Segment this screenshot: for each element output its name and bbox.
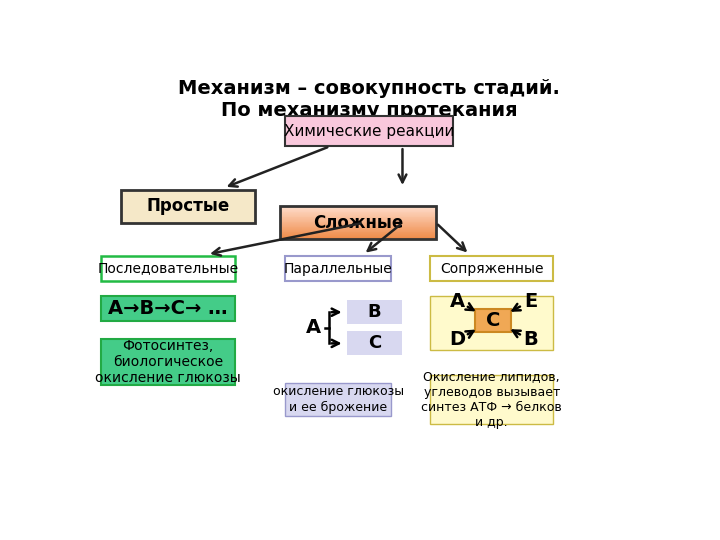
FancyBboxPatch shape: [279, 219, 436, 220]
FancyBboxPatch shape: [347, 300, 402, 324]
FancyBboxPatch shape: [279, 215, 436, 216]
FancyBboxPatch shape: [279, 222, 436, 224]
Text: D: D: [449, 330, 465, 349]
FancyBboxPatch shape: [279, 216, 436, 217]
FancyBboxPatch shape: [279, 208, 436, 210]
FancyBboxPatch shape: [347, 332, 402, 355]
FancyBboxPatch shape: [279, 227, 436, 228]
FancyBboxPatch shape: [279, 233, 436, 234]
FancyBboxPatch shape: [279, 235, 436, 237]
FancyBboxPatch shape: [279, 234, 436, 235]
FancyBboxPatch shape: [101, 256, 235, 281]
Text: Простые: Простые: [146, 197, 229, 215]
Text: E: E: [524, 292, 537, 311]
FancyBboxPatch shape: [285, 116, 453, 146]
FancyBboxPatch shape: [279, 238, 436, 239]
FancyBboxPatch shape: [279, 232, 436, 233]
Text: A: A: [449, 292, 464, 311]
FancyBboxPatch shape: [279, 231, 436, 232]
FancyBboxPatch shape: [431, 256, 553, 281]
FancyBboxPatch shape: [279, 206, 436, 207]
FancyBboxPatch shape: [279, 224, 436, 225]
Text: A: A: [305, 318, 321, 337]
FancyBboxPatch shape: [279, 210, 436, 211]
FancyBboxPatch shape: [279, 220, 436, 221]
FancyBboxPatch shape: [279, 230, 436, 231]
FancyBboxPatch shape: [279, 218, 436, 219]
FancyBboxPatch shape: [279, 237, 436, 238]
FancyBboxPatch shape: [279, 211, 436, 212]
FancyBboxPatch shape: [279, 221, 436, 223]
FancyBboxPatch shape: [279, 214, 436, 215]
FancyBboxPatch shape: [431, 295, 553, 349]
FancyBboxPatch shape: [279, 229, 436, 230]
FancyBboxPatch shape: [431, 375, 553, 424]
FancyBboxPatch shape: [279, 218, 436, 219]
FancyBboxPatch shape: [101, 295, 235, 321]
FancyBboxPatch shape: [121, 190, 255, 223]
FancyBboxPatch shape: [279, 223, 436, 225]
Text: Окисление липидов,
углеводов вызывает
синтез АТФ → белков
и др.: Окисление липидов, углеводов вызывает си…: [421, 370, 562, 429]
Text: C: C: [368, 334, 381, 353]
FancyBboxPatch shape: [279, 225, 436, 226]
FancyBboxPatch shape: [279, 212, 436, 214]
Text: C: C: [486, 311, 500, 330]
FancyBboxPatch shape: [285, 383, 392, 416]
FancyBboxPatch shape: [279, 228, 436, 230]
FancyBboxPatch shape: [279, 226, 436, 227]
FancyBboxPatch shape: [279, 212, 436, 213]
FancyBboxPatch shape: [279, 227, 436, 228]
Text: окисление глюкозы
и ее брожение: окисление глюкозы и ее брожение: [273, 386, 404, 414]
FancyBboxPatch shape: [279, 221, 436, 222]
Text: Фотосинтез,
биологическое
окисление глюкозы: Фотосинтез, биологическое окисление глюк…: [95, 339, 241, 386]
FancyBboxPatch shape: [285, 256, 392, 281]
FancyBboxPatch shape: [279, 238, 436, 239]
FancyBboxPatch shape: [279, 235, 436, 236]
Text: Сопряженные: Сопряженные: [440, 261, 544, 275]
Text: Механизм – совокупность стадий.
По механизму протекания: Механизм – совокупность стадий. По механ…: [178, 79, 560, 120]
Text: Сложные: Сложные: [312, 214, 403, 232]
Text: B: B: [368, 303, 382, 321]
FancyBboxPatch shape: [474, 309, 511, 332]
FancyBboxPatch shape: [101, 339, 235, 385]
FancyBboxPatch shape: [279, 209, 436, 210]
FancyBboxPatch shape: [279, 217, 436, 218]
FancyBboxPatch shape: [279, 213, 436, 214]
Text: Последовательные: Последовательные: [97, 261, 239, 275]
Text: B: B: [523, 330, 538, 349]
FancyBboxPatch shape: [279, 207, 436, 208]
FancyBboxPatch shape: [279, 232, 436, 234]
Text: Химические реакции: Химические реакции: [284, 124, 454, 139]
Text: Параллельные: Параллельные: [284, 261, 392, 275]
Text: A→B→C→ …: A→B→C→ …: [109, 299, 228, 318]
FancyBboxPatch shape: [279, 207, 436, 208]
